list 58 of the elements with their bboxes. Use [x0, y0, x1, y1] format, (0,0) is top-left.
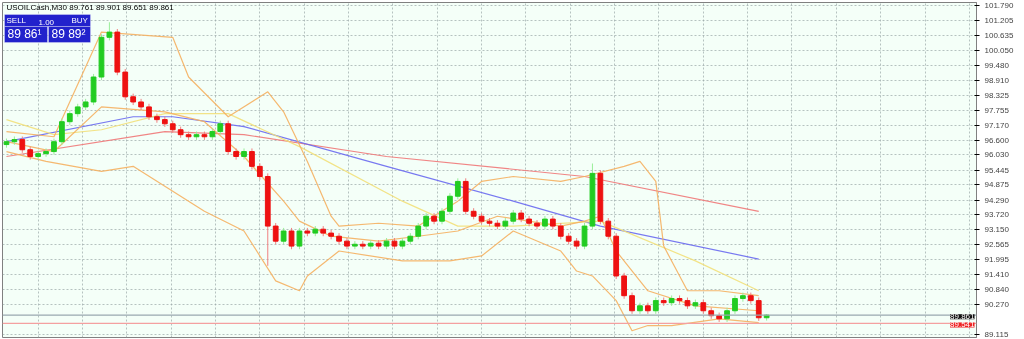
candlestick	[454, 177, 461, 200]
y-tick-label: 96.030	[984, 150, 1010, 160]
candlestick	[629, 292, 635, 315]
candlestick	[534, 219, 540, 230]
candlestick	[35, 150, 42, 161]
candlestick	[344, 237, 350, 250]
y-tick-label: 98.910	[984, 75, 1010, 85]
candlestick	[637, 302, 643, 315]
y-tick-label: 98.325	[984, 90, 1010, 100]
candlestick	[43, 147, 49, 158]
candlestick	[447, 192, 453, 215]
y-tick-label: 92.565	[984, 240, 1010, 250]
y-tick-label: 100.635	[984, 30, 1014, 40]
y-tick-label: 89.115	[984, 330, 1009, 339]
annotation: 1.00	[38, 17, 55, 27]
y-tick-label: 97.755	[984, 105, 1010, 115]
y-tick-label: 91.995	[984, 255, 1010, 265]
candlestick	[581, 222, 588, 250]
y-tick-label: 93.150	[984, 225, 1010, 235]
candlestick	[154, 113, 160, 124]
y-tick-label: 95.445	[984, 165, 1010, 175]
candlestick	[352, 240, 358, 250]
y-tick-label: 91.410	[984, 270, 1010, 280]
annotation: SELL	[6, 15, 27, 25]
ref-line-label: 89.541	[950, 320, 976, 330]
candlestick	[233, 147, 239, 161]
ref-line-label: 89.861	[950, 312, 976, 322]
candlestick	[621, 272, 627, 300]
y-tick-label: 90.270	[984, 300, 1010, 310]
candlestick	[288, 227, 295, 250]
line-series	[5, 31, 760, 297]
y-tick-label: 94.290	[984, 195, 1010, 205]
y-tick-label: 99.480	[984, 60, 1010, 70]
candlestick	[740, 292, 746, 303]
annotation: BUY	[71, 15, 89, 25]
candlestick	[645, 302, 651, 315]
y-tick-label: 100.050	[984, 46, 1014, 56]
y-tick-label: 93.720	[984, 210, 1010, 220]
candlestick	[106, 21, 113, 41]
candlestick	[59, 118, 65, 146]
candlestick	[605, 217, 612, 240]
y-tick-label: 97.170	[984, 120, 1010, 130]
y-tick-label: 101.790	[984, 0, 1014, 10]
candlestick	[272, 222, 279, 245]
annotation: 89 89²	[51, 26, 86, 41]
candlestick	[241, 147, 247, 161]
y-tick-label: 90.840	[984, 285, 1010, 295]
candlestick	[431, 212, 437, 225]
y-tick-label: 96.600	[984, 135, 1010, 145]
annotation: 89 86¹	[7, 26, 42, 41]
y-tick-label: 94.875	[984, 180, 1010, 190]
candlestick	[296, 227, 303, 250]
line-series	[5, 150, 760, 332]
candlestick	[732, 294, 738, 315]
annotation: USOILCash,M30 89.761 89.901 89.651 89.861	[6, 2, 175, 12]
y-tick-label: 101.205	[984, 16, 1014, 26]
candlestick	[249, 147, 255, 170]
candlestick	[336, 232, 342, 245]
